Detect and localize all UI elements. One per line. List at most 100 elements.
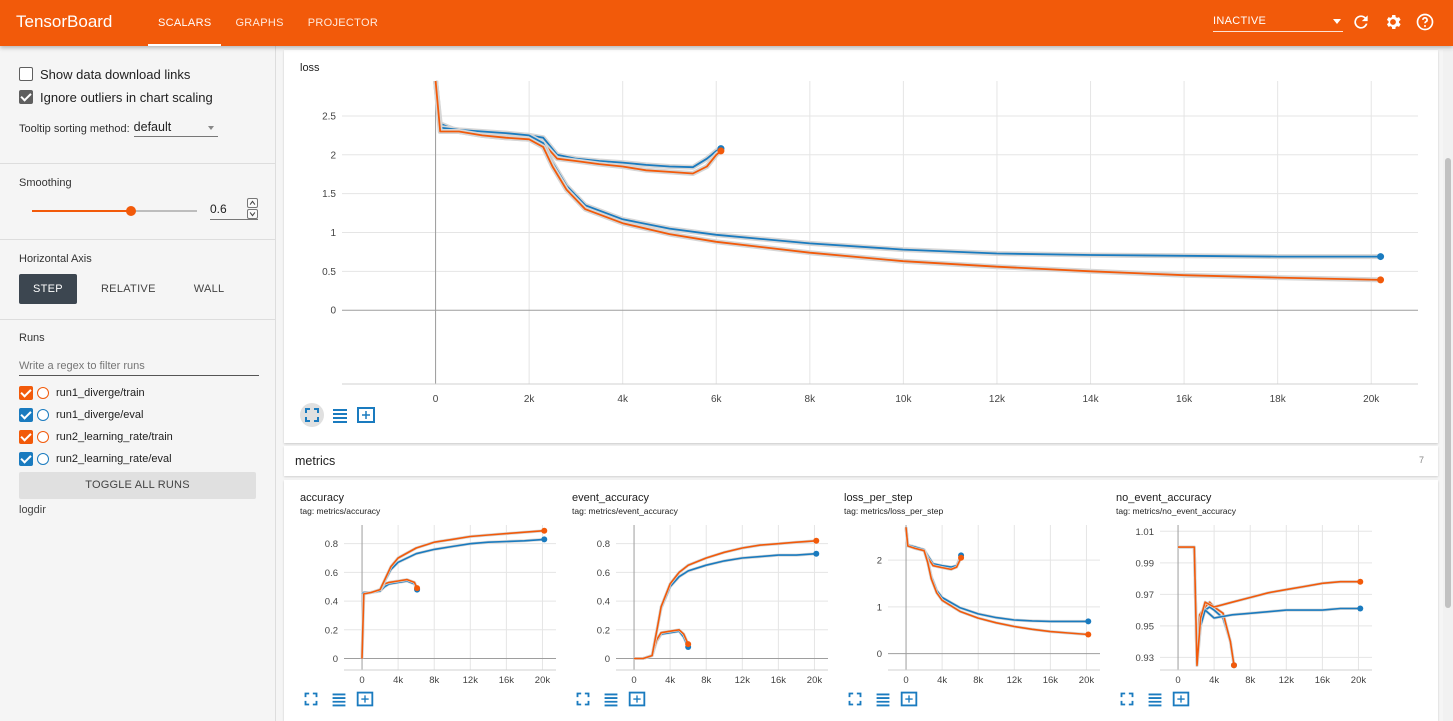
tab-projector[interactable]: PROJECTOR — [307, 17, 379, 29]
y-tick-label: 1.5 — [322, 189, 336, 200]
run-item[interactable]: run1_diverge/eval — [19, 404, 259, 426]
refresh-icon[interactable] — [1351, 12, 1371, 32]
chart-title: no_event_accuracy — [1116, 492, 1212, 504]
fullscreen-icon[interactable] — [572, 688, 594, 710]
ignore-outliers-label: Ignore outliers in chart scaling — [40, 89, 213, 105]
event_accuracy-chart[interactable]: 0 4k 8k 12k 16k 20k 0 0.2 0.4 0.6 0.8 — [572, 520, 834, 690]
x-tick-label: 12k — [463, 675, 479, 686]
tooltip-sorting-select[interactable]: default — [133, 120, 218, 137]
axis-relative-button[interactable]: RELATIVE — [100, 283, 156, 295]
series-raw-line — [1178, 545, 1361, 667]
y-tick-label: 0.6 — [597, 568, 610, 579]
help-icon[interactable] — [1415, 12, 1435, 32]
x-tick-label: 14k — [1082, 394, 1099, 405]
x-tick-label: 0 — [1175, 675, 1180, 686]
series-raw-line — [360, 529, 545, 659]
loss_per_step-chart[interactable]: 0 4k 8k 12k 16k 20k 0 1 2 — [844, 520, 1106, 690]
axis-step-button[interactable]: STEP — [19, 274, 77, 304]
tab-scalars[interactable]: SCALARS — [148, 0, 222, 46]
dashboard-tabs: SCALARS GRAPHS PROJECTOR — [148, 0, 392, 46]
y-tick-label: 2 — [877, 556, 882, 567]
log-scale-icon[interactable] — [1144, 688, 1166, 710]
series-raw-line — [433, 80, 723, 176]
fit-domain-icon[interactable] — [1170, 688, 1192, 710]
fit-domain-icon[interactable] — [354, 403, 378, 427]
series-end-point — [1230, 662, 1237, 669]
run-color-dot[interactable] — [37, 387, 49, 399]
fit-domain-icon[interactable] — [898, 688, 920, 710]
run-color-dot[interactable] — [37, 453, 49, 465]
page-scrollbar[interactable] — [1443, 50, 1453, 721]
series-end-point — [958, 554, 965, 561]
x-tick-label: 8k — [429, 675, 439, 686]
x-tick-label: 18k — [1270, 394, 1287, 405]
y-tick-label: 0.4 — [325, 597, 338, 608]
y-tick-label: 0 — [877, 649, 882, 660]
fullscreen-icon[interactable] — [300, 688, 322, 710]
run-item[interactable]: run2_learning_rate/train — [19, 426, 259, 448]
fullscreen-icon[interactable] — [844, 688, 866, 710]
x-tick-label: 20k — [1079, 675, 1095, 686]
series-line — [905, 527, 1089, 636]
run-color-dot[interactable] — [37, 431, 49, 443]
smoothing-slider[interactable] — [32, 206, 197, 216]
log-scale-icon[interactable] — [872, 688, 894, 710]
smoothing-value: 0.6 — [210, 202, 227, 216]
series-raw-line — [433, 80, 723, 170]
no_event_accuracy-chart[interactable]: 0 4k 8k 12k 16k 20k 0.93 0.95 0.97 0.99 1.01 — [1116, 520, 1378, 690]
y-tick-label: 0.8 — [597, 539, 610, 550]
x-tick-label: 8k — [805, 394, 817, 405]
x-tick-label: 16k — [771, 675, 787, 686]
run-checkbox[interactable] — [19, 452, 33, 466]
spin-up-icon[interactable] — [247, 198, 258, 208]
x-tick-label: 4k — [1209, 675, 1219, 686]
x-tick-label: 16k — [499, 675, 515, 686]
x-tick-label: 0 — [359, 675, 364, 686]
x-tick-label: 0 — [903, 675, 908, 686]
loss-chart-card: loss 0 2k 4k 6k 8k 10k 12k 14k 16k 18k 20k 0 0.5 1 1.5… — [284, 50, 1438, 443]
axis-wall-button[interactable]: WALL — [193, 283, 225, 295]
x-tick-label: 4k — [617, 394, 629, 405]
series-end-point — [1085, 618, 1092, 625]
fit-domain-icon[interactable] — [354, 688, 376, 710]
fit-domain-icon[interactable] — [626, 688, 648, 710]
scrollbar-thumb[interactable] — [1445, 158, 1451, 608]
fullscreen-icon[interactable] — [300, 403, 324, 427]
metrics-section-header[interactable]: metrics 7 — [284, 446, 1438, 476]
series-end-point — [1085, 631, 1092, 638]
metrics-charts-grid: accuracy tag: metrics/accuracy 0 4k 8k 12k 16k… — [284, 480, 1438, 721]
spin-down-icon[interactable] — [247, 209, 258, 219]
smoothing-input[interactable]: 0.6 — [210, 198, 258, 220]
series-raw-line — [433, 80, 1381, 260]
run-checkbox[interactable] — [19, 408, 33, 422]
settings-icon[interactable] — [1383, 12, 1403, 32]
smoothing-slider-knob[interactable] — [126, 206, 136, 216]
ignore-outliers-checkbox[interactable] — [19, 90, 33, 104]
ignore-outliers-option[interactable]: Ignore outliers in chart scaling — [19, 86, 257, 108]
log-scale-icon[interactable] — [600, 688, 622, 710]
inactive-dashboards-select[interactable]: INACTIVE — [1213, 12, 1343, 32]
run-checkbox[interactable] — [19, 386, 33, 400]
show-download-links-option[interactable]: Show data download links — [19, 63, 257, 85]
run-item[interactable]: run2_learning_rate/eval — [19, 448, 259, 470]
chart-subtitle: tag: metrics/accuracy — [300, 506, 381, 516]
accuracy-chart[interactable]: 0 4k 8k 12k 16k 20k 0 0.2 0.4 0.6 0.8 — [300, 520, 562, 690]
tooltip-sorting-row: Tooltip sorting method: default — [19, 120, 257, 137]
loss-chart[interactable]: 0 2k 4k 6k 8k 10k 12k 14k 16k 18k 20k 0 0.5 1 1.5 2 2.5 — [284, 76, 1438, 406]
chart-toolbar — [572, 688, 648, 710]
tooltip-sorting-value: default — [133, 120, 172, 134]
fullscreen-icon[interactable] — [1116, 688, 1138, 710]
runs-filter-input[interactable] — [19, 356, 259, 376]
show-download-links-checkbox[interactable] — [19, 67, 33, 81]
tab-graphs[interactable]: GRAPHS — [235, 17, 284, 29]
log-scale-icon[interactable] — [328, 403, 352, 427]
chart-toolbar — [1116, 688, 1192, 710]
y-tick-label: 0.93 — [1136, 653, 1155, 664]
y-tick-label: 0.2 — [325, 625, 338, 636]
toggle-all-runs-button[interactable]: TOGGLE ALL RUNS — [19, 472, 256, 499]
series-line — [1178, 546, 1235, 667]
run-item[interactable]: run1_diverge/train — [19, 382, 259, 404]
log-scale-icon[interactable] — [328, 688, 350, 710]
run-color-dot[interactable] — [37, 409, 49, 421]
run-checkbox[interactable] — [19, 430, 33, 444]
